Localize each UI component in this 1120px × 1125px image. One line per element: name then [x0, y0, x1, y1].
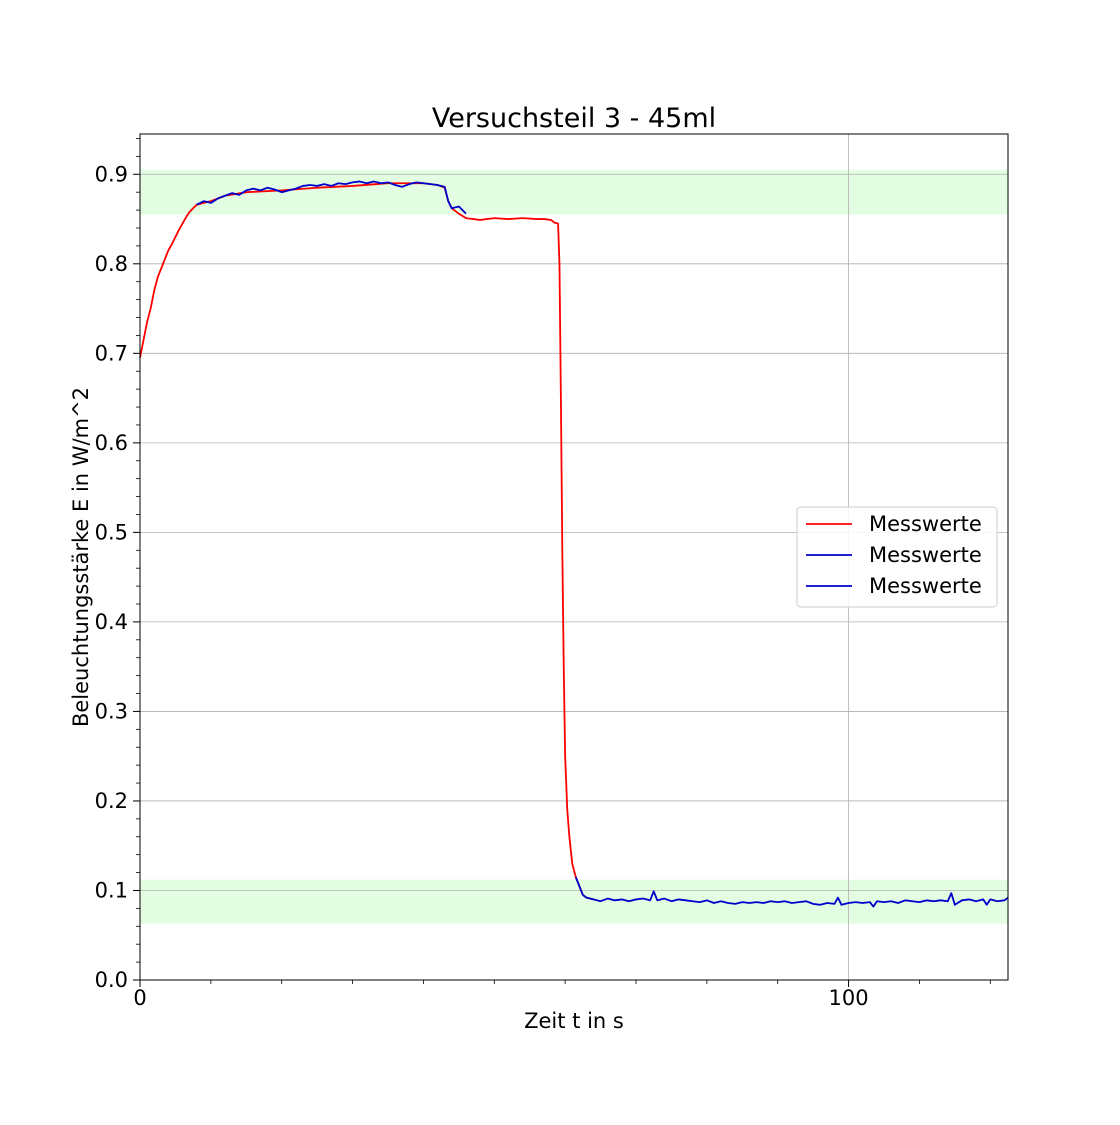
series-lines: [139, 180, 1009, 908]
grid: [139, 134, 1008, 981]
y-tick-label: 0.7: [95, 341, 128, 365]
shaded-bands: [140, 169, 1008, 924]
axis-ticks: 0.0 0.1 0.2 0.3 0.4 0.5 0.6 0.7 0.8 0.9 0 100: [95, 138, 991, 1010]
legend-label-1: Messwerte: [869, 543, 982, 567]
y-axis-label: Beleuchtungsstärke E in W/m^2: [69, 387, 93, 727]
shaded-band-1: [140, 879, 1008, 924]
shaded-band-0: [140, 169, 1008, 215]
y-tick-label: 0.2: [95, 789, 128, 813]
series-line-2: [574, 876, 1009, 908]
x-axis-label: Zeit t in s: [524, 1009, 624, 1033]
legend-label-2: Messwerte: [869, 574, 982, 598]
y-tick-label: 0.4: [95, 610, 128, 634]
legend-box: [796, 506, 998, 608]
y-tick-label: 0.1: [95, 878, 128, 902]
y-tick-label: 0.6: [95, 431, 128, 455]
chart-title: Versuchsteil 3 - 45ml: [432, 103, 716, 134]
x-tick-label: 100: [829, 986, 869, 1010]
legend: Messwerte Messwerte Messwerte: [796, 506, 998, 608]
y-tick-label: 0.8: [95, 252, 128, 276]
y-tick-label: 0.9: [95, 162, 128, 186]
plot-frame: [139, 133, 1009, 981]
y-tick-label: 0.0: [95, 968, 128, 992]
x-tick-label: 0: [133, 986, 146, 1010]
y-tick-label: 0.3: [95, 699, 128, 723]
series-line-1: [196, 180, 467, 215]
y-tick-label: 0.5: [95, 520, 128, 544]
legend-label-0: Messwerte: [869, 512, 982, 536]
